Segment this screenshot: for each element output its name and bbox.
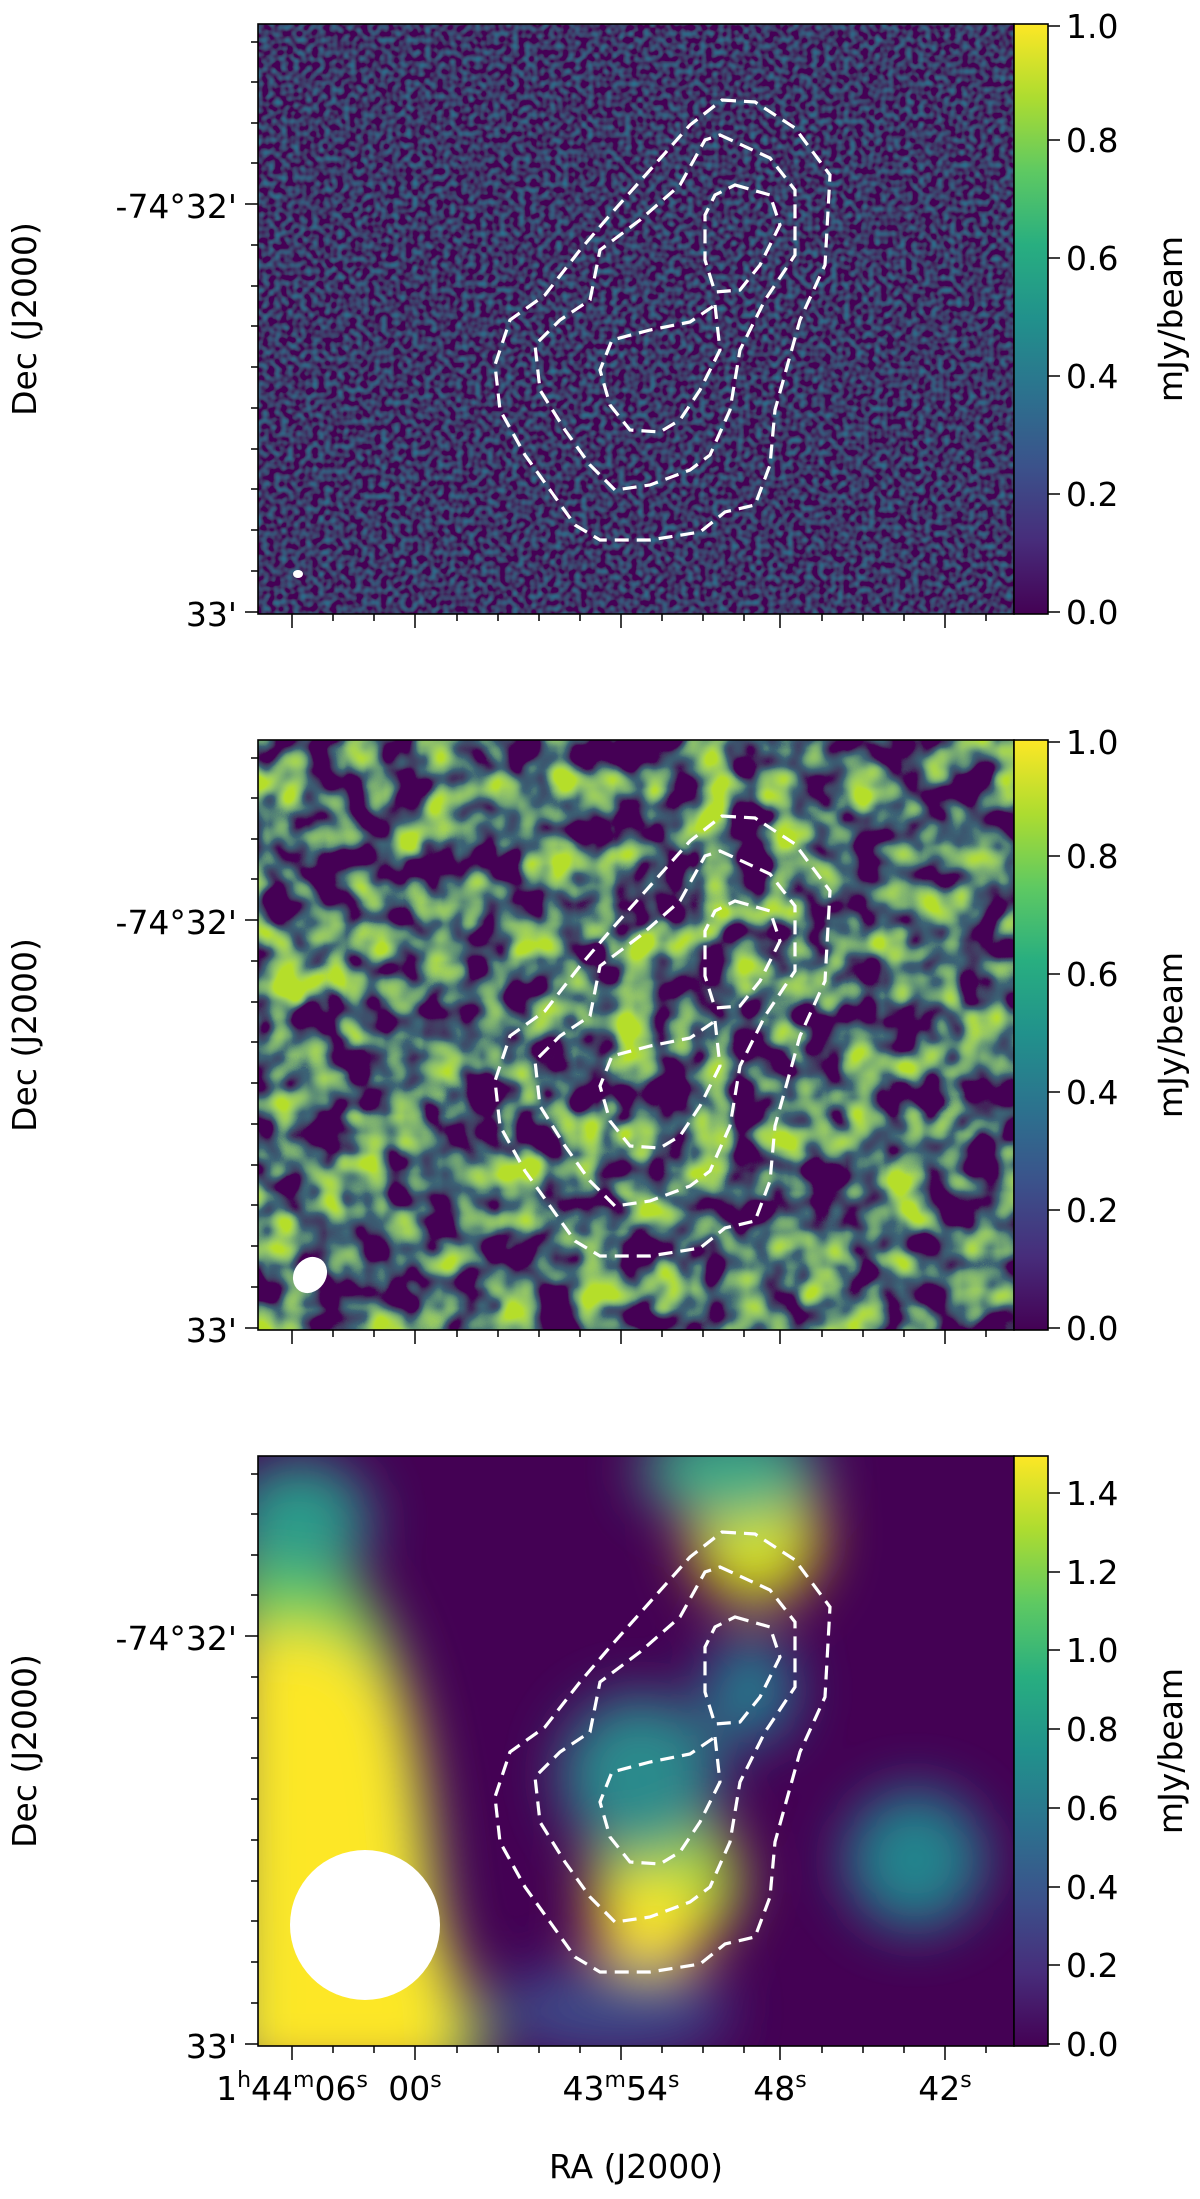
- panel-top-cbar-tick-4: 0.8: [1066, 121, 1118, 160]
- panel-top-colorbar: [1013, 23, 1049, 615]
- panel-bottom-xlabel: RA (J2000): [549, 2147, 723, 2186]
- panel-middle: -74°32' 33' Dec (J2000) 0.0 0.2 0.4 0.6 …: [5, 723, 1190, 1350]
- panel-bottom-ytick-label-1: -74°32': [116, 1619, 237, 1658]
- panel-middle-xticks: [291, 1330, 987, 1344]
- panel-top-cbar-tick-3: 0.6: [1066, 239, 1118, 278]
- panel-middle-cbar-tick-1: 0.2: [1066, 1191, 1118, 1230]
- panel-top-yticks: [245, 41, 258, 613]
- panel-bottom-ytick-label-2: 33': [186, 2027, 237, 2066]
- panel-middle-cbar-tick-4: 0.8: [1066, 837, 1118, 876]
- panel-middle-ylabel: Dec (J2000): [5, 938, 44, 1132]
- panel-bottom-contours: [493, 1530, 832, 1974]
- panel-middle-ytick-label-2: 33': [186, 1311, 237, 1350]
- panel-bottom-yticks: [245, 1473, 258, 2045]
- panel-bottom-xtick-label-3: 48s: [753, 2068, 806, 2108]
- panel-middle-cbar-tick-3: 0.6: [1066, 955, 1118, 994]
- panel-top-cbar-tick-1: 0.2: [1066, 475, 1118, 514]
- panel-bottom-ylabel: Dec (J2000): [5, 1654, 44, 1848]
- panel-bottom-xtick-label-2: 43m54s: [563, 2068, 680, 2108]
- panel-middle-beam: [292, 1256, 328, 1294]
- panel-top-ytick-label-2: 33': [186, 595, 237, 634]
- panel-top-colorbar-ticks: [1048, 25, 1060, 613]
- panel-top: -74°32' 33' Dec (J2000) 0.0 0.2 0.4 0.6 …: [5, 7, 1190, 634]
- panel-top-beam: [293, 570, 303, 578]
- panel-bottom-cbar-tick-2: 0.4: [1066, 1868, 1118, 1907]
- panel-top-contours: [493, 98, 832, 542]
- panel-bottom-colorbar-ticks: [1048, 1492, 1060, 2045]
- panel-bottom-xtick-label-1: 00s: [388, 2068, 441, 2108]
- panel-bottom-image: [258, 1456, 1014, 2046]
- panel-middle-colorbar-ticks: [1048, 741, 1060, 1329]
- panel-middle-image: [258, 740, 1014, 1330]
- panel-bottom-xticks: [291, 2046, 987, 2060]
- panel-middle-cbar-label: mJy/beam: [1151, 952, 1190, 1118]
- panel-top-cbar-tick-5: 1.0: [1066, 7, 1118, 46]
- panel-top-ylabel: Dec (J2000): [5, 222, 44, 416]
- panel-bottom-cbar-tick-0: 0.0: [1066, 2025, 1118, 2064]
- panel-top-image: [258, 24, 1014, 614]
- panel-middle-ytick-label-1: -74°32': [116, 903, 237, 942]
- panel-bottom-cbar-tick-6: 1.2: [1066, 1553, 1118, 1592]
- panel-bottom-cbar-tick-1: 0.2: [1066, 1946, 1118, 1985]
- panel-middle-contours: [493, 814, 832, 1258]
- panel-bottom-colorbar: [1013, 1455, 1049, 2047]
- panel-bottom: -74°32' 33' Dec (J2000) 1h44m06s 00s 43m…: [5, 1455, 1190, 2186]
- panel-middle-cbar-tick-0: 0.0: [1066, 1309, 1118, 1348]
- panel-bottom-cbar-label: mJy/beam: [1151, 1668, 1190, 1834]
- panel-middle-cbar-tick-2: 0.4: [1066, 1073, 1118, 1112]
- panel-top-cbar-tick-2: 0.4: [1066, 357, 1118, 396]
- panel-middle-colorbar: [1013, 739, 1049, 1331]
- panel-middle-yticks: [245, 757, 258, 1329]
- panel-bottom-xtick-label-4: 42s: [918, 2068, 971, 2108]
- panel-top-xticks: [291, 614, 987, 628]
- panel-middle-cbar-tick-5: 1.0: [1066, 723, 1118, 762]
- panel-bottom-cbar-tick-7: 1.4: [1066, 1474, 1118, 1513]
- panel-top-cbar-tick-0: 0.0: [1066, 593, 1118, 632]
- panel-bottom-cbar-tick-3: 0.6: [1066, 1789, 1118, 1828]
- panel-top-ytick-label-1: -74°32': [116, 187, 237, 226]
- panel-bottom-cbar-tick-5: 1.0: [1066, 1631, 1118, 1670]
- panel-bottom-beam: [290, 1850, 440, 2000]
- panel-bottom-xtick-label-0: 1h44m06s: [216, 2068, 368, 2108]
- panel-bottom-cbar-tick-4: 0.8: [1066, 1710, 1118, 1749]
- panel-top-cbar-label: mJy/beam: [1151, 236, 1190, 402]
